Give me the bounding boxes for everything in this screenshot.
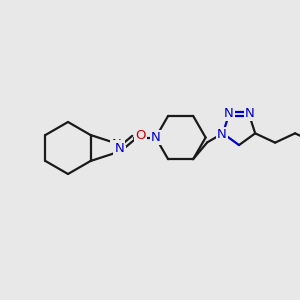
Text: N: N: [151, 131, 160, 144]
Text: N: N: [111, 137, 121, 151]
Text: N: N: [245, 107, 255, 120]
Text: O: O: [135, 129, 146, 142]
Text: N: N: [224, 107, 234, 120]
Text: N: N: [217, 128, 227, 141]
Text: H: H: [117, 147, 125, 157]
Text: N: N: [114, 142, 124, 154]
